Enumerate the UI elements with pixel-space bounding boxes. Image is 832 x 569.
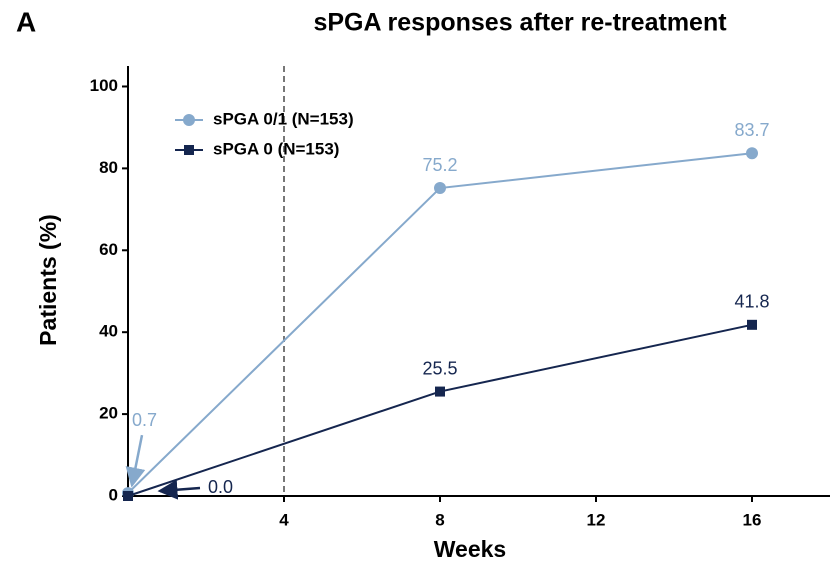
series-line [127,152,753,494]
x-tick-label: 12 [587,510,606,529]
panel-label: A [16,6,36,37]
y-tick-label: 40 [99,322,118,341]
data-label: 0.7 [132,410,157,430]
y-tick-label: 0 [109,485,118,504]
legend-label: sPGA 0 (N=153) [213,139,339,158]
x-axis-title: Weeks [434,536,506,562]
label-arrow [125,434,146,488]
marker [746,147,758,160]
marker [747,319,757,330]
x-tick-label: 16 [743,510,762,529]
marker [123,491,133,501]
data-label: 83.7 [734,120,769,140]
data-label: 0.0 [208,477,233,497]
y-tick-label: 100 [90,76,118,95]
data-label: 41.8 [734,292,769,312]
marker [434,182,446,195]
legend-label: sPGA 0/1 (N=153) [213,109,354,128]
marker [435,386,445,397]
x-tick-label: 4 [279,510,289,529]
y-axis-title: Patients (%) [35,214,61,346]
legend-marker [183,114,195,126]
y-tick-label: 20 [99,404,118,423]
chart-title: sPGA responses after re-treatment [313,9,727,37]
series-line [127,323,753,497]
x-tick-label: 8 [435,510,444,529]
y-tick-label: 80 [99,158,118,177]
y-tick-label: 60 [99,240,118,259]
data-label: 25.5 [422,358,457,378]
legend-marker [184,145,194,155]
label-arrow [157,479,201,500]
data-label: 75.2 [422,155,457,175]
